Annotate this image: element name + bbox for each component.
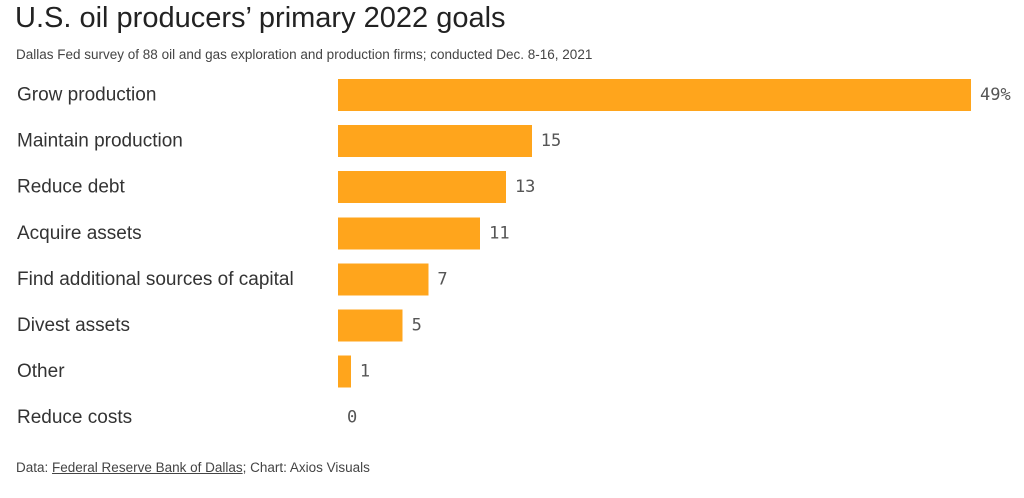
bar: [338, 171, 506, 204]
value-label: 15: [541, 131, 561, 151]
source-link[interactable]: Federal Reserve Bank of Dallas: [52, 460, 243, 475]
bar: [338, 125, 532, 158]
chart-title: U.S. oil producers’ primary 2022 goals: [15, 2, 506, 34]
value-label: 5: [412, 316, 422, 336]
category-label: Grow production: [17, 85, 156, 106]
category-label: Acquire assets: [17, 223, 142, 244]
chart-subtitle: Dallas Fed survey of 88 oil and gas expl…: [16, 47, 593, 62]
bar: [338, 309, 403, 342]
value-label: 49%: [980, 85, 1011, 105]
bar: [338, 263, 429, 296]
value-label: 0: [347, 408, 357, 428]
category-label: Reduce costs: [17, 407, 132, 428]
data-prefix: Data:: [16, 460, 53, 475]
category-label: Find additional sources of capital: [17, 269, 294, 290]
bar: [338, 217, 481, 250]
category-label: Other: [17, 361, 65, 382]
bar: [338, 355, 351, 388]
category-label: Maintain production: [17, 131, 183, 152]
chart-credit: ; Chart: Axios Visuals: [242, 460, 370, 475]
category-label: Reduce debt: [17, 177, 125, 198]
value-label: 11: [489, 223, 509, 243]
value-label: 1: [360, 362, 370, 382]
bar-chart: Grow production 49%Maintain production 15R…: [17, 79, 1011, 428]
value-label: 7: [437, 269, 447, 289]
bar: [338, 79, 971, 111]
value-label: 13: [515, 177, 535, 197]
category-label: Divest assets: [17, 315, 130, 336]
chart-footer: Data: Federal Reserve Bank of Dallas; Ch…: [16, 459, 370, 477]
